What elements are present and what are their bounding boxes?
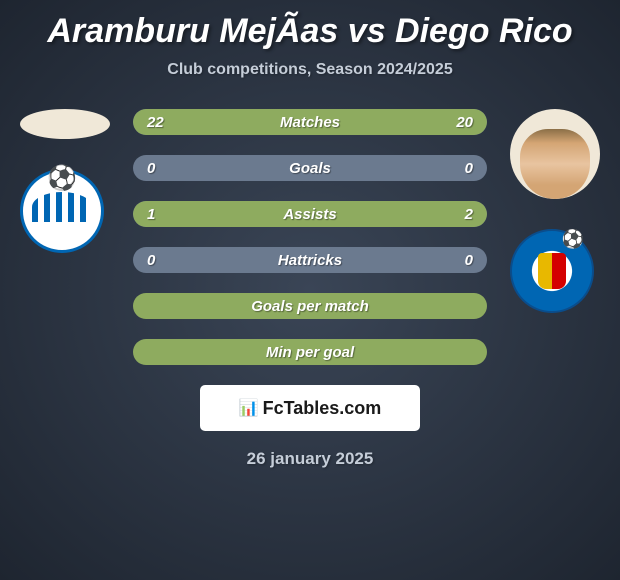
watermark: 📊 FcTables.com: [200, 385, 420, 431]
stat-label: Goals per match: [251, 298, 369, 315]
page-subtitle: Club competitions, Season 2024/2025: [0, 61, 620, 79]
club-badge-left: [20, 169, 104, 253]
stat-row: 0 Goals 0: [133, 155, 487, 181]
stat-label: Hattricks: [278, 252, 342, 269]
stat-label: Assists: [283, 206, 336, 223]
stat-label: Matches: [280, 114, 340, 131]
stat-value-left: 22: [133, 114, 164, 131]
stat-label: Min per goal: [266, 344, 354, 361]
date-label: 26 january 2025: [0, 449, 620, 469]
watermark-label: FcTables.com: [263, 398, 382, 419]
stat-value-right: 0: [465, 252, 487, 269]
stat-row: Min per goal: [133, 339, 487, 365]
stat-label: Goals: [289, 160, 331, 177]
stats-container: 22Matches200Goals01Assists20Hattricks0Go…: [133, 109, 487, 365]
stat-row: 22 Matches 20: [133, 109, 487, 135]
player-left-avatar: [20, 109, 110, 139]
avatar-face-icon: [520, 129, 590, 199]
stat-value-right: 2: [465, 206, 487, 223]
stat-value-left: 0: [133, 252, 155, 269]
stat-row: 0 Hattricks 0: [133, 247, 487, 273]
player-right-column: [510, 109, 600, 313]
player-left-column: [20, 109, 110, 253]
stat-value-right: 20: [456, 114, 487, 131]
stat-value-left: 0: [133, 160, 155, 177]
stat-row: Goals per match: [133, 293, 487, 319]
stat-value-left: 1: [133, 206, 155, 223]
chart-icon: 📊: [239, 398, 259, 418]
page-title: Aramburu MejÃ­as vs Diego Rico: [0, 0, 620, 51]
club-badge-right: [510, 229, 594, 313]
player-right-avatar: [510, 109, 600, 199]
stat-row: 1 Assists 2: [133, 201, 487, 227]
comparison-area: 22Matches200Goals01Assists20Hattricks0Go…: [0, 109, 620, 365]
stat-value-right: 0: [465, 160, 487, 177]
